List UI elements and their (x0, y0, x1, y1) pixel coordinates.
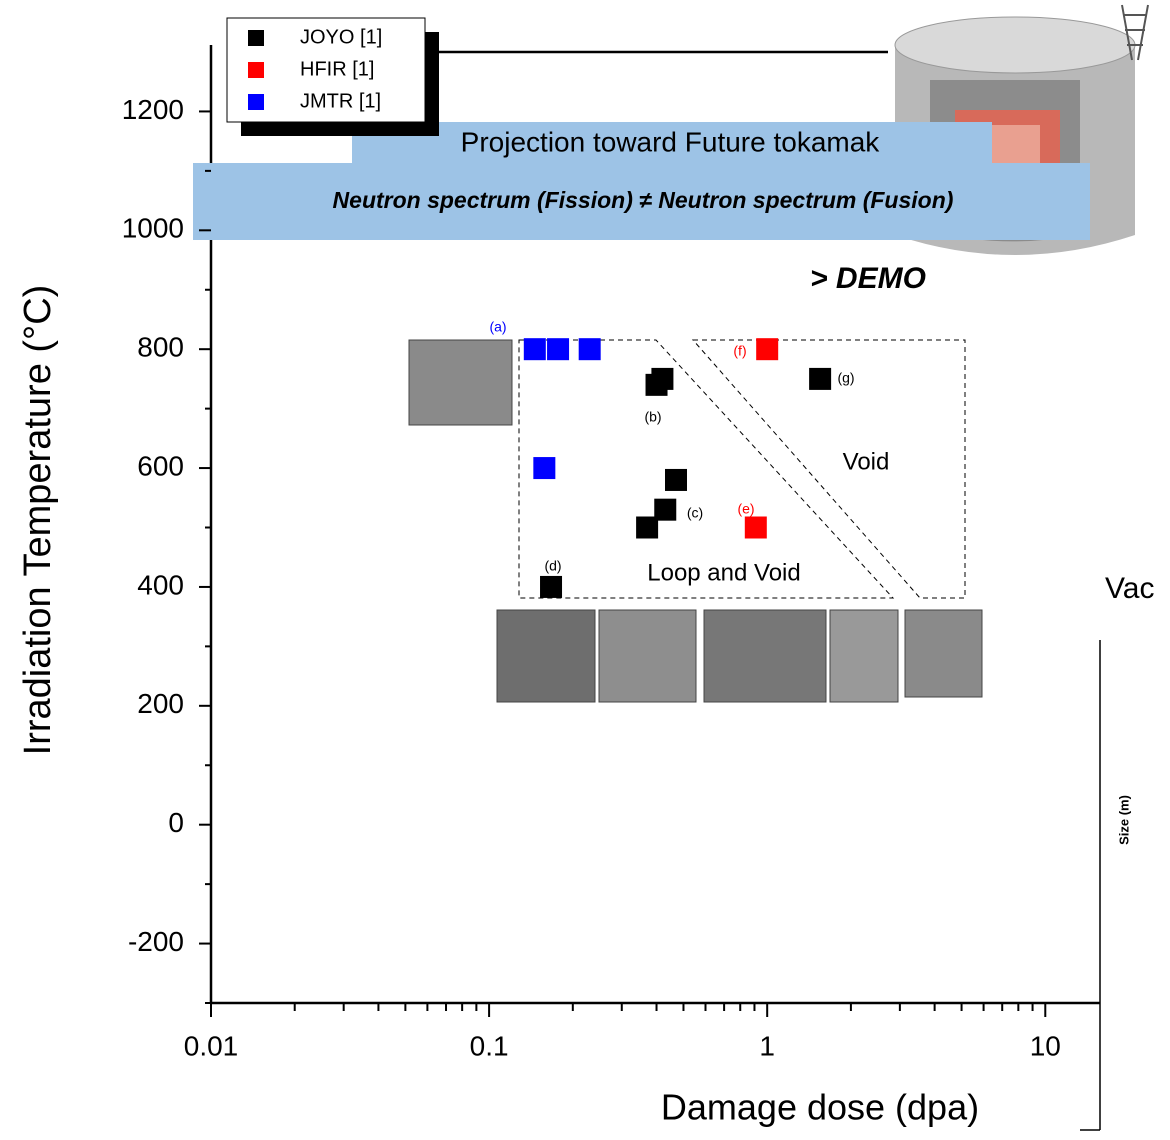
marker (744, 516, 767, 539)
marker (533, 457, 556, 480)
marker (654, 498, 677, 521)
y-tick-label: -200 (128, 926, 184, 957)
title-box (352, 122, 992, 166)
inset-title: Vac (1105, 572, 1154, 605)
marker (578, 338, 601, 361)
x-axis-title: Damage dose (dpa) (661, 1087, 979, 1128)
x-tick-label: 1 (759, 1030, 775, 1061)
y-tick-label: 1000 (122, 213, 184, 244)
y-tick-label: 400 (137, 569, 184, 600)
x-tick-label: 10 (1030, 1030, 1061, 1061)
x-tick-label: 0.1 (470, 1030, 509, 1061)
marker (523, 338, 546, 361)
point-label: (g) (837, 370, 854, 386)
y-tick-label: 200 (137, 688, 184, 719)
subtitle-box (193, 163, 1090, 240)
y-tick-label: 1200 (122, 94, 184, 125)
legend-marker (248, 94, 264, 110)
marker (540, 575, 563, 598)
chart-subtitle: Neutron spectrum (Fission) ≠ Neutron spe… (333, 187, 954, 213)
point-label: (f) (733, 343, 746, 359)
x-tick-label: 0.01 (184, 1030, 239, 1061)
marker (665, 468, 688, 491)
marker (547, 338, 570, 361)
micrographs (408, 339, 983, 703)
point-label: (b) (644, 409, 661, 425)
point-label: (e) (737, 501, 754, 517)
region-loop-void (518, 339, 895, 599)
y-tick-label: 0 (168, 807, 184, 838)
legend-label: JOYO [1] (300, 26, 382, 48)
annotation: > DEMO (810, 262, 926, 295)
marker (645, 373, 668, 396)
y-tick-label: 600 (137, 450, 184, 481)
region-label: Void (843, 448, 890, 475)
inset-axis-label: Size (m) (1116, 795, 1131, 845)
chart-title: Projection toward Future tokamak (461, 126, 881, 157)
point-label: (d) (544, 558, 561, 574)
marker (756, 338, 779, 361)
legend-marker (248, 62, 264, 78)
inset-panel: Vac Size (m) (1080, 572, 1170, 1140)
y-tick-label: 800 (137, 332, 184, 363)
legend: JOYO [1] HFIR [1] JMTR [1] (226, 17, 439, 136)
region-void (691, 339, 966, 599)
legend-marker (248, 30, 264, 46)
legend-label: HFIR [1] (300, 58, 374, 80)
region-label: Loop and Void (647, 559, 800, 586)
point-label: (c) (687, 505, 703, 521)
marker (809, 367, 832, 390)
marker (636, 516, 659, 539)
legend-label: JMTR [1] (300, 90, 381, 112)
point-label: (a) (489, 319, 506, 335)
y-axis-title: Irradiation Temperature (°C) (17, 285, 59, 756)
